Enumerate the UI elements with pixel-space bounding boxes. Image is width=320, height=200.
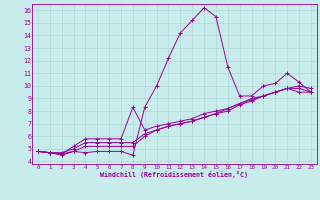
X-axis label: Windchill (Refroidissement éolien,°C): Windchill (Refroidissement éolien,°C) — [100, 171, 248, 178]
